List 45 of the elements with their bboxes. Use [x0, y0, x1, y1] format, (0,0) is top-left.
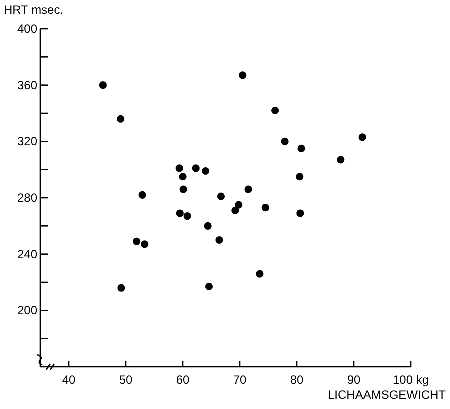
- point: [133, 238, 141, 246]
- x-tick-label: 50: [119, 373, 133, 387]
- point: [239, 72, 247, 80]
- x-tick-label: 90: [347, 373, 361, 387]
- point: [296, 210, 304, 218]
- point: [204, 222, 212, 230]
- point: [232, 206, 240, 214]
- y-tick-label: 280: [17, 191, 38, 205]
- point: [118, 284, 126, 292]
- x-tick-label: 100 kg: [392, 373, 430, 387]
- y-tick-label: 200: [17, 304, 38, 318]
- x-tick-label: 60: [176, 373, 190, 387]
- x-tick-label: 70: [233, 373, 247, 387]
- point: [281, 138, 289, 146]
- point: [205, 282, 214, 291]
- point: [176, 210, 184, 218]
- point: [216, 236, 224, 244]
- y-tick-label: 240: [17, 247, 38, 262]
- point: [138, 191, 146, 199]
- x-tick-label: 80: [290, 373, 304, 387]
- point: [179, 173, 187, 181]
- x-tick-label: 40: [62, 373, 76, 387]
- point: [176, 164, 184, 172]
- y-tick-label: 320: [17, 134, 38, 149]
- point: [117, 115, 125, 123]
- point: [272, 106, 280, 114]
- point: [180, 186, 188, 194]
- x-axis-title: LICHAAMSGEWICHT: [328, 388, 447, 402]
- point: [262, 204, 270, 212]
- point: [141, 240, 149, 248]
- y-tick-label: 360: [17, 78, 38, 92]
- y-tick-label: 400: [17, 22, 38, 36]
- point: [296, 173, 304, 181]
- point: [192, 164, 200, 172]
- point: [202, 167, 210, 176]
- point: [184, 212, 192, 220]
- point: [235, 201, 243, 209]
- point: [256, 270, 264, 278]
- point: [337, 156, 345, 164]
- point: [358, 134, 366, 142]
- y-axis-title: HRT msec.: [4, 3, 64, 17]
- point: [244, 186, 252, 194]
- point: [99, 82, 107, 90]
- point: [217, 192, 225, 200]
- point: [298, 144, 306, 153]
